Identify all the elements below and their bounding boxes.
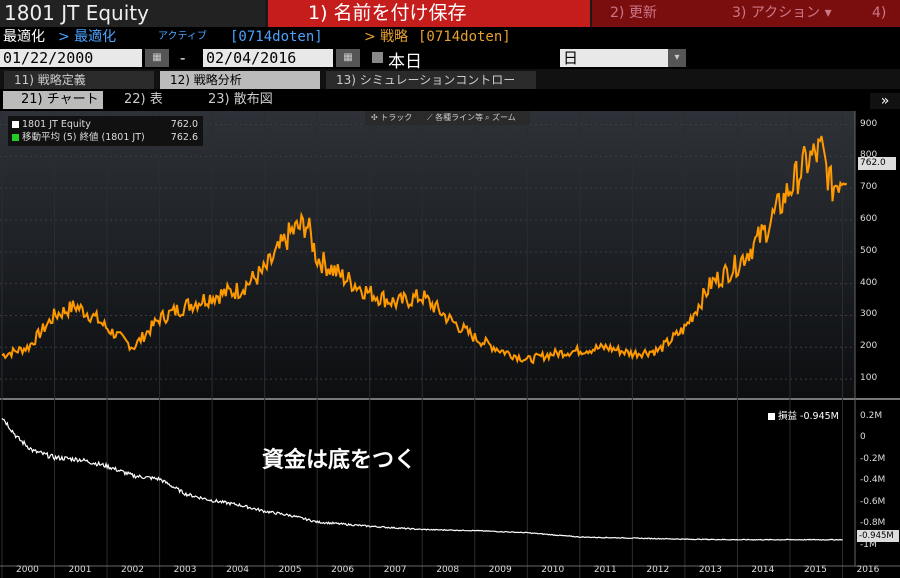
calendar-icon[interactable]: ▦ <box>336 49 360 67</box>
chart-legend: 1801 JT Equity 762.0 移動平均 (5) 終値 (1801 J… <box>8 116 203 146</box>
x-tick-label: 2000 <box>16 565 39 575</box>
tab-chart[interactable]: 21) チャート <box>3 91 103 109</box>
x-tick-label: 2009 <box>488 565 512 575</box>
calendar-icon[interactable]: ▦ <box>145 49 169 67</box>
tab-strategy-definition[interactable]: 11) 戦略定義 <box>4 71 154 89</box>
y-tick-label: 700 <box>860 182 878 193</box>
chart-area[interactable] <box>0 111 900 578</box>
x-tick-label: 2004 <box>226 565 250 575</box>
pnl-y-tick-label: 0.2M <box>860 410 883 421</box>
legend-series-name: 1801 JT Equity <box>22 119 91 130</box>
chart-toolbar: ✣ トラック ⟋ 各種ライン等 ⌕ ズーム <box>365 111 530 125</box>
save-as-button[interactable]: 1) 名前を付け保存 <box>268 0 590 27</box>
legend-series-ma: 移動平均 (5) 終値 (1801 JT) 762.6 <box>12 131 200 144</box>
tab-table[interactable]: 22) 表 <box>124 92 163 107</box>
last-pnl-badge: -0.945M <box>857 530 899 542</box>
legend-swatch <box>12 121 19 128</box>
optimize-label: 最適化 <box>3 29 45 45</box>
header-actions: 2) 更新 3) アクション ▾ 4) <box>592 0 900 27</box>
x-tick-label: 2010 <box>541 565 565 575</box>
end-date-input[interactable]: 02/04/2016 <box>203 49 333 67</box>
x-tick-label: 2008 <box>436 565 460 575</box>
optimize-link[interactable]: > 最適化 <box>58 29 117 45</box>
start-date-input[interactable]: 01/22/2000 <box>0 49 142 67</box>
x-tick-label: 2015 <box>803 565 827 575</box>
tab-simulation-control[interactable]: 13) シミュレーションコントロール <box>326 71 536 105</box>
expand-icon[interactable]: » <box>870 93 900 109</box>
main-tabs: 11) 戦略定義 12) 戦略分析 13) シミュレーションコントロール <box>0 69 900 105</box>
y-tick-label: 200 <box>860 341 878 352</box>
legend-swatch <box>12 134 19 141</box>
x-tick-label: 2011 <box>593 565 617 575</box>
today-checkbox[interactable] <box>372 52 383 63</box>
x-tick-label: 2005 <box>278 565 302 575</box>
price-panel-bg <box>0 111 855 398</box>
y-tick-label: 600 <box>860 214 878 224</box>
last-price-badge: 762.0 <box>858 157 896 170</box>
x-tick-label: 2001 <box>68 565 92 575</box>
pnl-legend-name: 損益 <box>778 411 798 422</box>
x-tick-label: 2012 <box>646 565 670 575</box>
y-tick-label: 500 <box>860 245 878 256</box>
pnl-y-tick-label: -0.6M <box>860 496 886 507</box>
legend-series-value: 762.6 <box>170 132 198 143</box>
strategy-row: 最適化 > 最適化 アクティブ [0714doten] > 戦略 [0714do… <box>0 27 900 47</box>
action-menu-button[interactable]: 3) アクション ▾ <box>732 5 832 21</box>
x-tick-label: 2013 <box>698 565 722 575</box>
strategy-code-link[interactable]: [0714doten] <box>230 29 323 45</box>
active-label: アクティブ <box>158 31 207 42</box>
zoom-button[interactable]: ⌕ ズーム <box>485 113 516 122</box>
x-tick-label: 2014 <box>751 565 775 575</box>
extra-menu-button[interactable]: 4) <box>872 5 887 21</box>
x-tick-label: 2006 <box>331 565 355 575</box>
chevron-down-icon[interactable]: ▾ <box>668 49 686 67</box>
x-tick-label: 2002 <box>121 565 144 575</box>
track-button[interactable]: ✣ トラック <box>371 113 413 122</box>
pnl-y-tick-label: 0 <box>860 432 866 443</box>
legend-series-price: 1801 JT Equity 762.0 <box>12 118 200 131</box>
pnl-panel-bg <box>0 400 855 565</box>
y-tick-label: 400 <box>860 277 878 288</box>
pnl-legend-value: -0.945M <box>800 411 839 422</box>
sub-tabs: 21) チャート 22) 表 23) 散布図 <box>0 89 900 111</box>
y-tick-label: 300 <box>860 309 878 320</box>
pnl-legend: 損益 -0.945M <box>768 410 853 424</box>
pnl-series <box>1 418 843 541</box>
update-button[interactable]: 2) 更新 <box>610 5 657 21</box>
pnl-y-tick-label: -0.8M <box>860 518 886 529</box>
pnl-y-tick-label: -0.2M <box>860 453 886 464</box>
strategy-label: > 戦略 <box>364 29 409 45</box>
x-tick-label: 2003 <box>173 565 197 575</box>
legend-series-value: 762.0 <box>170 119 198 130</box>
date-range-row: 01/22/2000 ▦ - 02/04/2016 ▦ 本日 日 ▾ <box>0 47 900 72</box>
price-series <box>1 135 848 365</box>
y-tick-label: 900 <box>860 118 878 129</box>
date-separator: - <box>180 49 186 67</box>
tab-strategy-analysis[interactable]: 12) 戦略分析 <box>160 71 320 89</box>
ticker-label: 1801 JT Equity <box>0 0 265 27</box>
pnl-y-tick-label: -0.4M <box>860 475 886 486</box>
y-tick-label: 100 <box>860 373 878 384</box>
legend-swatch <box>768 413 775 420</box>
chart-annotation: 資金は底をつく <box>262 448 417 473</box>
legend-series-name: 移動平均 (5) 終値 (1801 JT) <box>22 132 145 143</box>
period-select[interactable]: 日 <box>560 49 668 67</box>
pnl-y-tick-label: -1M <box>860 539 877 550</box>
strategy-code[interactable]: [0714doten] <box>418 29 511 45</box>
x-tick-label: 2016 <box>856 565 880 575</box>
today-label: 本日 <box>388 52 422 72</box>
y-tick-label: 800 <box>860 150 878 161</box>
x-tick-label: 2007 <box>383 565 407 575</box>
line-tools-button[interactable]: ⟋ 各種ライン等 <box>427 113 484 122</box>
tab-scatter[interactable]: 23) 散布図 <box>208 92 273 107</box>
